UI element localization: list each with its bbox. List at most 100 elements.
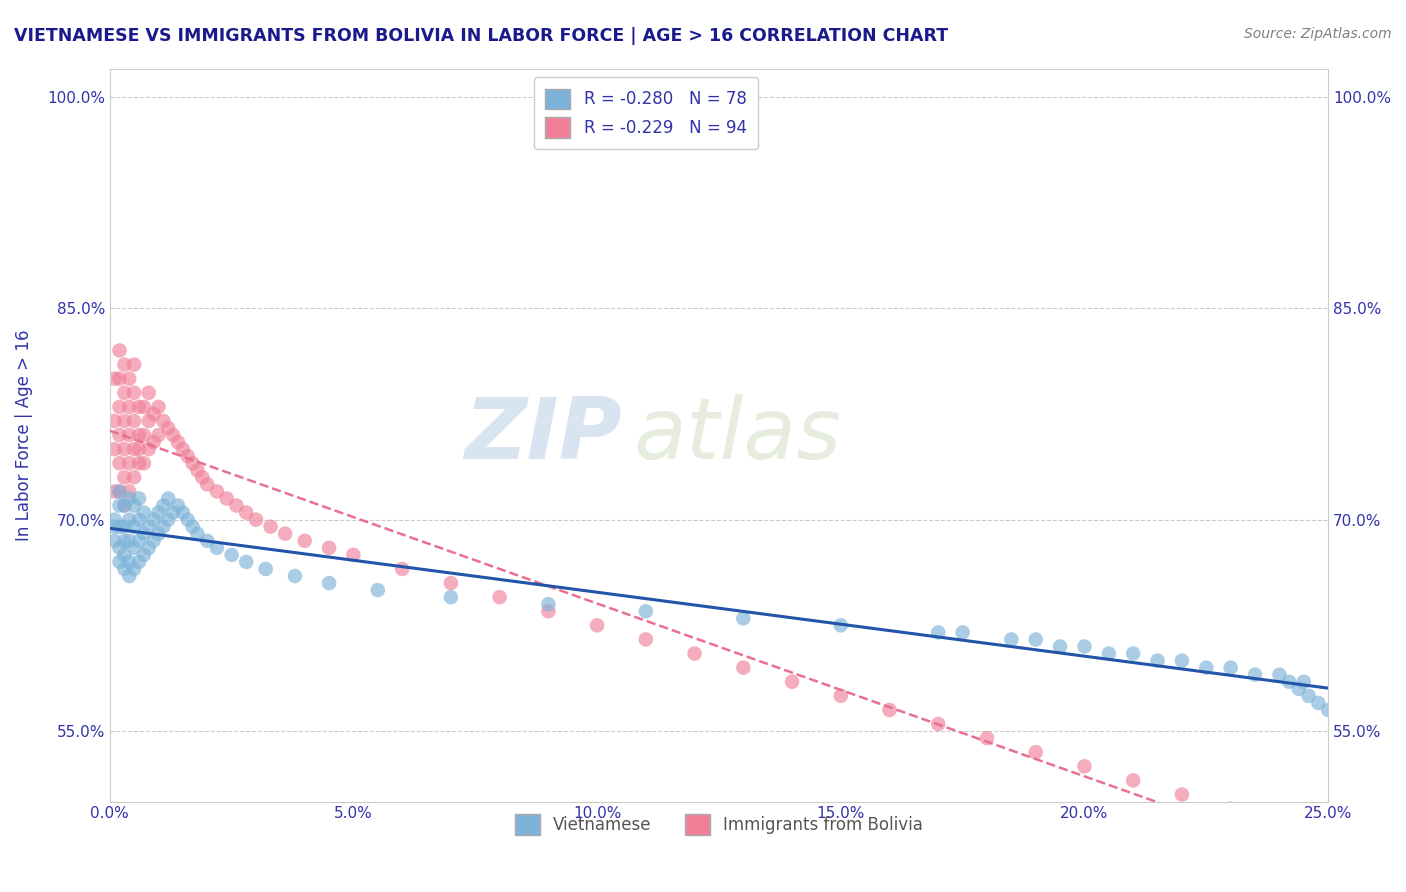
Point	[128, 491, 150, 506]
Point	[1288, 681, 1310, 696]
Point	[122, 385, 145, 400]
Point	[104, 372, 127, 386]
Point	[112, 533, 135, 548]
Text: ZIP: ZIP	[464, 393, 621, 476]
Point	[104, 414, 127, 428]
Point	[167, 435, 190, 450]
Point	[205, 541, 228, 555]
Point	[1317, 886, 1340, 892]
Point	[122, 519, 145, 533]
Text: Source: ZipAtlas.com: Source: ZipAtlas.com	[1244, 27, 1392, 41]
Point	[148, 428, 170, 442]
Point	[112, 499, 135, 513]
Point	[879, 703, 901, 717]
Point	[112, 358, 135, 372]
Point	[1122, 773, 1144, 788]
Point	[274, 526, 297, 541]
Point	[104, 519, 127, 533]
Point	[118, 456, 141, 470]
Point	[128, 555, 150, 569]
Point	[142, 533, 165, 548]
Point	[537, 597, 560, 611]
Point	[318, 541, 340, 555]
Point	[118, 555, 141, 569]
Point	[118, 513, 141, 527]
Point	[1073, 640, 1095, 654]
Point	[1025, 632, 1047, 647]
Point	[733, 660, 755, 674]
Point	[1317, 844, 1340, 858]
Point	[167, 499, 190, 513]
Point	[215, 491, 238, 506]
Point	[1308, 696, 1330, 710]
Point	[118, 372, 141, 386]
Point	[191, 470, 214, 484]
Point	[221, 548, 243, 562]
Point	[142, 513, 165, 527]
Point	[195, 477, 218, 491]
Point	[128, 428, 150, 442]
Point	[112, 548, 135, 562]
Point	[112, 562, 135, 576]
Point	[235, 555, 257, 569]
Point	[157, 421, 180, 435]
Point	[108, 484, 131, 499]
Point	[157, 513, 180, 527]
Point	[132, 506, 155, 520]
Point	[122, 414, 145, 428]
Point	[440, 590, 463, 604]
Point	[245, 513, 267, 527]
Point	[186, 526, 208, 541]
Point	[181, 456, 204, 470]
Point	[112, 442, 135, 457]
Point	[391, 562, 413, 576]
Point	[952, 625, 974, 640]
Point	[634, 632, 657, 647]
Point	[108, 400, 131, 414]
Point	[138, 541, 160, 555]
Point	[205, 484, 228, 499]
Point	[683, 647, 706, 661]
Point	[138, 519, 160, 533]
Point	[118, 428, 141, 442]
Point	[108, 428, 131, 442]
Point	[1073, 759, 1095, 773]
Point	[181, 519, 204, 533]
Point	[122, 442, 145, 457]
Point	[830, 618, 852, 632]
Point	[1098, 647, 1121, 661]
Point	[122, 470, 145, 484]
Point	[259, 519, 281, 533]
Point	[128, 513, 150, 527]
Point	[1268, 815, 1291, 830]
Point	[132, 548, 155, 562]
Point	[122, 541, 145, 555]
Point	[132, 456, 155, 470]
Point	[733, 611, 755, 625]
Point	[976, 731, 998, 746]
Point	[1278, 674, 1301, 689]
Point	[112, 519, 135, 533]
Point	[104, 442, 127, 457]
Point	[367, 583, 389, 598]
Point	[586, 618, 609, 632]
Point	[108, 372, 131, 386]
Point	[118, 400, 141, 414]
Point	[172, 506, 194, 520]
Point	[318, 576, 340, 591]
Point	[1244, 667, 1267, 681]
Point	[142, 435, 165, 450]
Point	[1308, 837, 1330, 851]
Point	[284, 569, 307, 583]
Point	[195, 533, 218, 548]
Point	[152, 414, 174, 428]
Point	[254, 562, 277, 576]
Point	[118, 533, 141, 548]
Point	[148, 506, 170, 520]
Point	[104, 533, 127, 548]
Point	[440, 576, 463, 591]
Point	[172, 442, 194, 457]
Point	[830, 689, 852, 703]
Point	[128, 400, 150, 414]
Point	[780, 674, 803, 689]
